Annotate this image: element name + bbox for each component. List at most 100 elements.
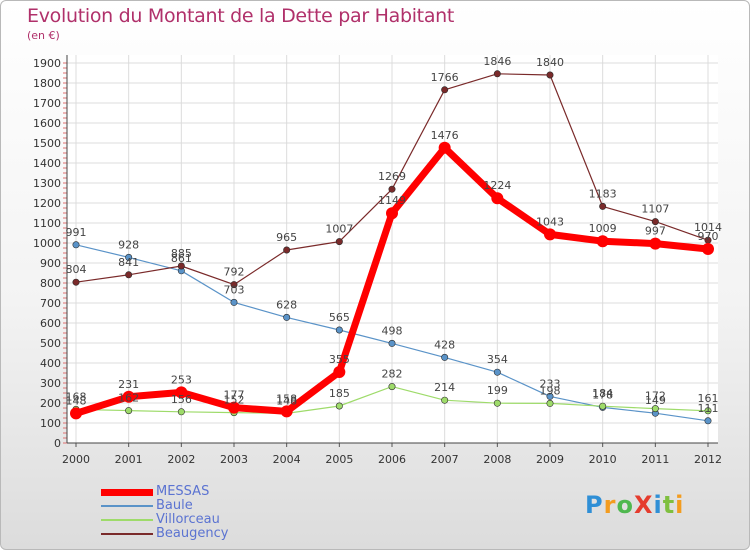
data-point (72, 278, 80, 286)
data-point (335, 326, 343, 334)
data-label: 162 (118, 392, 139, 405)
data-label: 178 (592, 388, 613, 401)
data-label: 158 (276, 392, 297, 405)
y-tick-label: 1000 (33, 237, 61, 250)
legend-swatch (101, 505, 153, 507)
data-label: 253 (171, 373, 192, 386)
y-tick-label: 1700 (33, 97, 61, 110)
data-point (388, 185, 396, 193)
data-point (702, 243, 714, 255)
data-label: 214 (434, 381, 455, 394)
data-point (280, 405, 293, 418)
x-tick-label: 2004 (273, 453, 301, 466)
proxiti-logo: ProXiti (585, 491, 684, 519)
data-point (546, 399, 554, 407)
legend-swatch (101, 519, 153, 521)
data-point (704, 417, 712, 425)
data-label: 148 (66, 394, 87, 407)
data-point (599, 402, 607, 410)
data-label: 1014 (694, 221, 722, 234)
data-label: 565 (329, 311, 350, 324)
data-label: 355 (329, 353, 350, 366)
legend-swatch (101, 489, 153, 496)
x-tick-label: 2012 (694, 453, 722, 466)
legend-label: MESSAS (156, 484, 210, 499)
data-label: 184 (592, 387, 613, 400)
series-messas (70, 141, 714, 420)
x-tick-label: 2006 (378, 453, 406, 466)
data-label: 792 (224, 266, 245, 279)
data-label: 841 (118, 256, 139, 269)
data-label: 199 (487, 384, 508, 397)
legend-label: Beaugency (156, 526, 229, 541)
data-point (491, 192, 504, 205)
y-tick-label: 1100 (33, 217, 61, 230)
data-label: 1107 (641, 203, 669, 216)
y-tick-label: 800 (40, 277, 61, 290)
data-point (493, 399, 501, 407)
logo-letter: t (662, 491, 676, 519)
legend-label: Villorceau (156, 512, 220, 527)
data-label: 498 (382, 324, 403, 337)
data-point (72, 241, 80, 249)
y-tick-label: 600 (40, 317, 61, 330)
data-point (649, 237, 662, 250)
x-tick-label: 2008 (483, 453, 511, 466)
data-point (386, 207, 398, 220)
x-tick-label: 2010 (589, 453, 617, 466)
logo-letter: r (603, 491, 617, 519)
data-label: 1766 (431, 71, 459, 84)
data-point (283, 246, 291, 254)
data-point (438, 141, 451, 154)
data-label: 111 (698, 402, 719, 415)
data-label: 1009 (589, 222, 617, 235)
data-label: 1846 (483, 55, 511, 68)
y-tick-label: 1300 (33, 177, 61, 190)
y-tick-label: 1400 (33, 157, 61, 170)
y-tick-label: 1900 (33, 57, 61, 70)
data-label: 991 (66, 226, 87, 239)
data-point (599, 202, 607, 210)
y-tick-label: 1800 (33, 77, 61, 90)
y-tick-label: 900 (40, 257, 61, 270)
data-label: 428 (434, 338, 455, 351)
data-point (596, 235, 609, 248)
data-label: 885 (171, 247, 192, 260)
data-label: 997 (645, 225, 666, 238)
data-label: 928 (118, 238, 139, 251)
data-label: 970 (698, 230, 719, 243)
data-label: 1476 (431, 129, 459, 142)
data-label: 1840 (536, 56, 564, 69)
logo-letter: i (653, 491, 663, 519)
y-tick-label: 700 (40, 297, 61, 310)
x-tick-label: 2002 (167, 453, 195, 466)
logo-letter: X (633, 491, 654, 519)
data-point (546, 71, 554, 79)
data-point (228, 401, 240, 414)
data-label: 703 (224, 283, 245, 296)
data-label: 177 (224, 389, 245, 402)
logo-letter: o (616, 491, 634, 519)
y-tick-label: 300 (40, 377, 61, 390)
data-label: 1224 (483, 179, 511, 192)
y-tick-label: 0 (54, 437, 61, 450)
data-point (441, 86, 449, 94)
x-tick-label: 2001 (115, 453, 143, 466)
data-label: 1149 (378, 194, 406, 207)
legend-swatch (101, 533, 153, 535)
data-label: 198 (540, 384, 561, 397)
data-label: 1043 (536, 215, 564, 228)
x-tick-label: 2007 (431, 453, 459, 466)
data-label: 1007 (325, 223, 353, 236)
data-label: 233 (540, 377, 561, 390)
logo-letter: P (585, 491, 604, 519)
data-point (441, 396, 449, 404)
data-point (546, 392, 554, 400)
data-point (333, 366, 346, 378)
y-tick-label: 1200 (33, 197, 61, 210)
data-point (493, 70, 501, 78)
x-tick-label: 2009 (536, 453, 564, 466)
data-label: 148 (276, 394, 297, 407)
data-point (177, 262, 185, 270)
